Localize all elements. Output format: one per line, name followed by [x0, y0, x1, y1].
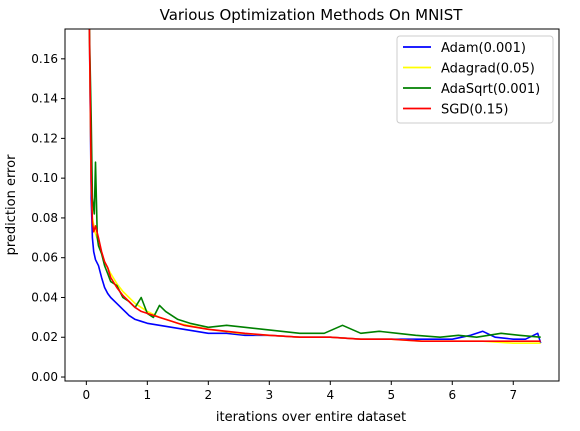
x-tick-label: 7 [509, 388, 517, 402]
series-layer [88, 29, 542, 344]
y-tick-label: 0.06 [31, 251, 58, 265]
legend-label-2: AdaSqrt(0.001) [441, 82, 540, 97]
x-tick-label: 5 [387, 388, 395, 402]
series-line-3 [88, 29, 541, 342]
legend: Adam(0.001) Adagrad(0.05) AdaSqrt(0.001) SG… [396, 35, 554, 124]
y-tick-label: 0.12 [31, 131, 58, 145]
x-tick-label: 6 [448, 388, 456, 402]
legend-label-0: Adam(0.001) [441, 41, 526, 56]
x-tick-label: 1 [144, 388, 152, 402]
chart-title: Various Optimization Methods On MNIST [160, 6, 464, 24]
x-tick-label: 0 [83, 388, 91, 402]
y-axis: 0.00 0.02 0.04 0.06 0.08 0.10 0.12 0.14 0.16 [31, 52, 65, 384]
y-tick-label: 0.14 [31, 92, 58, 106]
y-axis-label: prediction error [4, 154, 19, 255]
y-tick-label: 0.04 [31, 290, 58, 304]
x-tick-label: 2 [205, 388, 213, 402]
y-tick-label: 0.10 [31, 171, 58, 185]
x-tick-label: 3 [265, 388, 273, 402]
legend-box [396, 35, 554, 124]
legend-label-3: SGD(0.15) [441, 103, 508, 118]
plot-area-frame [64, 28, 560, 382]
y-tick-label: 0.16 [31, 52, 58, 66]
legend-label-1: Adagrad(0.05) [441, 62, 535, 77]
series-line-0 [88, 29, 542, 344]
series-line-2 [88, 29, 541, 338]
x-axis-label: iterations over entire dataset [216, 410, 406, 425]
y-tick-label: 0.02 [31, 330, 58, 344]
y-tick-label: 0.08 [31, 211, 58, 225]
x-tick-label: 4 [326, 388, 334, 402]
y-tick-label: 0.00 [31, 370, 58, 384]
x-axis: 0 1 2 3 4 5 6 7 [83, 381, 517, 402]
